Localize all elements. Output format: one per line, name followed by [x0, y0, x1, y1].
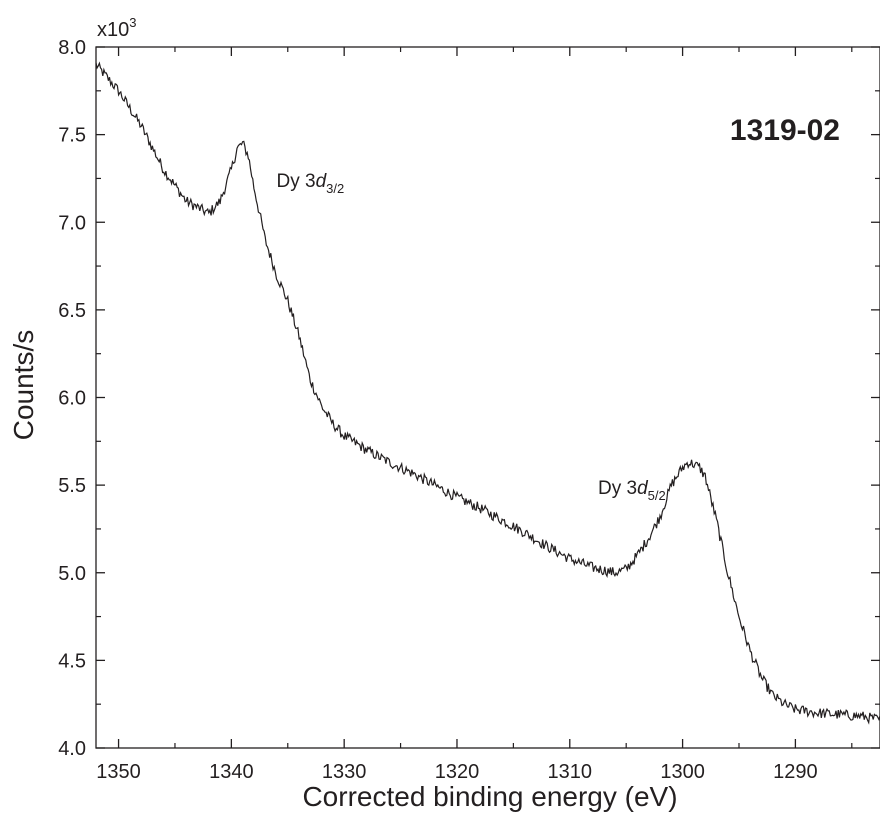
y-tick-label: 5.0 — [58, 563, 86, 585]
y-tick-label: 5.5 — [58, 475, 86, 497]
spectrum-line — [95, 61, 880, 725]
y-tick-label: 7.5 — [58, 125, 86, 147]
y-tick-label: 6.5 — [58, 300, 86, 322]
x-tick-label: 1290 — [773, 761, 818, 783]
x-tick-label: 1320 — [435, 761, 480, 783]
y-axis: 4.0 4.5 5.0 5.5 6.0 6.5 7.0 7.5 8.0 — [58, 37, 880, 760]
x-tick-label: 1330 — [322, 761, 367, 783]
y-tick-label: 7.0 — [58, 212, 86, 234]
x-tick-label: 1340 — [209, 761, 254, 783]
y-tick-label: 8.0 — [58, 37, 86, 59]
y-tick-label: 6.0 — [58, 388, 86, 410]
x-axis-title: Corrected binding energy (eV) — [302, 781, 677, 812]
sample-label: 1319-02 — [730, 114, 840, 147]
plot-frame — [95, 46, 880, 749]
peak-label: Dy 3d3/2 — [276, 171, 344, 196]
peak-label: Dy 3d5/2 — [598, 478, 666, 503]
y-multiplier: x103 — [97, 15, 136, 41]
x-tick-label: 1350 — [96, 761, 141, 783]
x-tick-label: 1310 — [548, 761, 593, 783]
y-tick-label: 4.0 — [58, 738, 86, 760]
x-axis: 1350 1340 1330 1320 1310 1300 1290 — [96, 47, 853, 783]
y-axis-title: Counts/s — [8, 330, 39, 441]
y-tick-label: 4.5 — [58, 650, 86, 672]
peak-annotations: Dy 3d3/2 Dy 3d5/2 — [276, 171, 665, 503]
x-tick-label: 1300 — [660, 761, 705, 783]
